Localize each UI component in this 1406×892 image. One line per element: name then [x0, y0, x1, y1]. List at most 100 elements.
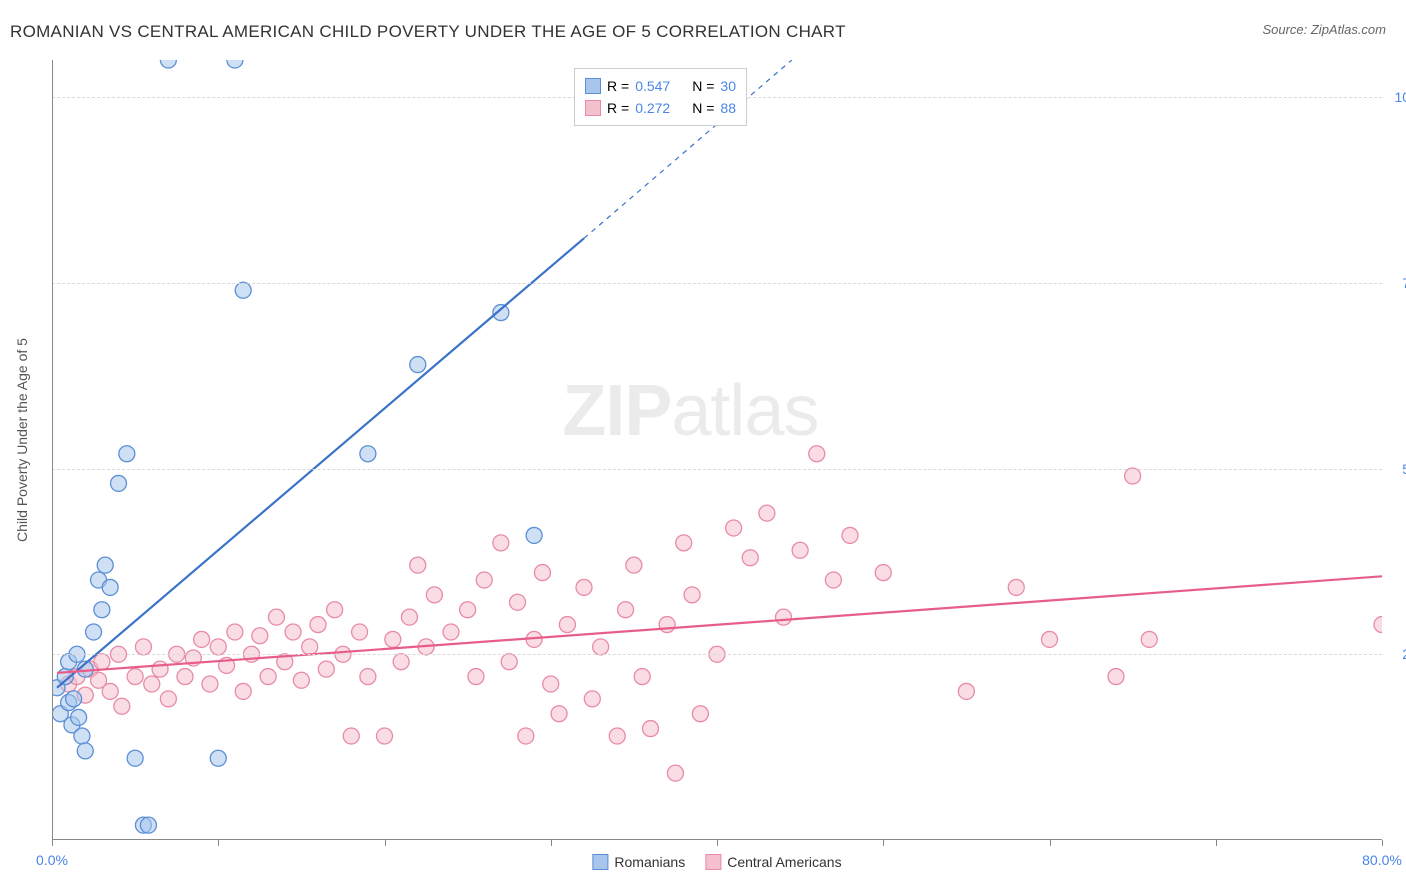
r-value-1: 0.272	[635, 100, 670, 116]
scatter-point	[393, 654, 409, 670]
y-tick-label: 25.0%	[1402, 646, 1406, 662]
x-tick-label: 80.0%	[1362, 852, 1402, 868]
scatter-point	[202, 676, 218, 692]
stats-row-1: R = 0.272 N = 88	[585, 97, 736, 119]
scatter-point	[310, 617, 326, 633]
scatter-point	[443, 624, 459, 640]
chart-svg	[52, 60, 1382, 840]
gridline-h	[52, 654, 1382, 655]
n-value-1: 88	[720, 100, 736, 116]
scatter-point	[692, 706, 708, 722]
stats-row-0: R = 0.547 N = 30	[585, 75, 736, 97]
scatter-point	[360, 669, 376, 685]
x-axis-line	[52, 839, 1382, 840]
n-value-0: 30	[720, 78, 736, 94]
scatter-point	[559, 617, 575, 633]
scatter-point	[302, 639, 318, 655]
r-value-0: 0.547	[635, 78, 670, 94]
scatter-point	[94, 654, 110, 670]
scatter-point	[210, 750, 226, 766]
scatter-point	[584, 691, 600, 707]
swatch-series-1	[585, 100, 601, 116]
scatter-point	[776, 609, 792, 625]
scatter-point	[468, 669, 484, 685]
r-label: R =	[607, 100, 629, 116]
scatter-point	[493, 535, 509, 551]
x-tick-mark	[1382, 840, 1383, 846]
scatter-point	[460, 602, 476, 618]
scatter-point	[111, 475, 127, 491]
x-tick-mark	[1050, 840, 1051, 846]
gridline-h	[52, 469, 1382, 470]
n-label: N =	[692, 78, 714, 94]
scatter-point	[1108, 669, 1124, 685]
source-attribution: Source: ZipAtlas.com	[1262, 22, 1386, 37]
y-tick-label: 75.0%	[1402, 275, 1406, 291]
x-tick-mark	[52, 840, 53, 846]
scatter-point	[676, 535, 692, 551]
scatter-point	[410, 557, 426, 573]
legend-item-1: Central Americans	[705, 854, 841, 870]
scatter-point	[235, 683, 251, 699]
scatter-point	[609, 728, 625, 744]
scatter-point	[742, 550, 758, 566]
y-axis-label: Child Poverty Under the Age of 5	[14, 338, 30, 542]
swatch-icon	[705, 854, 721, 870]
scatter-point	[809, 446, 825, 462]
scatter-point	[227, 60, 243, 68]
scatter-point	[618, 602, 634, 618]
scatter-point	[842, 527, 858, 543]
scatter-point	[410, 357, 426, 373]
scatter-point	[875, 565, 891, 581]
scatter-point	[543, 676, 559, 692]
scatter-point	[66, 691, 82, 707]
scatter-point	[643, 721, 659, 737]
scatter-point	[385, 631, 401, 647]
scatter-point	[958, 683, 974, 699]
scatter-point	[626, 557, 642, 573]
scatter-point	[825, 572, 841, 588]
legend-item-0: Romanians	[592, 854, 685, 870]
scatter-point	[534, 565, 550, 581]
scatter-point	[759, 505, 775, 521]
scatter-point	[102, 683, 118, 699]
scatter-point	[1374, 617, 1382, 633]
scatter-point	[227, 624, 243, 640]
scatter-point	[634, 669, 650, 685]
scatter-point	[792, 542, 808, 558]
scatter-point	[152, 661, 168, 677]
scatter-point	[210, 639, 226, 655]
scatter-point	[260, 669, 276, 685]
scatter-point	[1141, 631, 1157, 647]
scatter-point	[518, 728, 534, 744]
scatter-point	[268, 609, 284, 625]
scatter-point	[71, 709, 87, 725]
scatter-point	[327, 602, 343, 618]
scatter-point	[659, 617, 675, 633]
scatter-point	[135, 639, 151, 655]
x-tick-mark	[1216, 840, 1217, 846]
source-name: ZipAtlas.com	[1311, 22, 1386, 37]
x-tick-mark	[883, 840, 884, 846]
swatch-icon	[592, 854, 608, 870]
scatter-point	[77, 743, 93, 759]
x-tick-mark	[218, 840, 219, 846]
scatter-point	[352, 624, 368, 640]
scatter-point	[160, 60, 176, 68]
scatter-chart: ZIPatlas 25.0%50.0%75.0%100.0% 0.0%80.0%…	[52, 60, 1382, 840]
scatter-point	[1042, 631, 1058, 647]
chart-title: ROMANIAN VS CENTRAL AMERICAN CHILD POVER…	[10, 22, 846, 42]
scatter-point	[501, 654, 517, 670]
x-tick-label: 0.0%	[36, 852, 68, 868]
scatter-point	[177, 669, 193, 685]
scatter-point	[252, 628, 268, 644]
scatter-point	[551, 706, 567, 722]
scatter-point	[667, 765, 683, 781]
scatter-point	[144, 676, 160, 692]
x-tick-mark	[551, 840, 552, 846]
scatter-point	[140, 817, 156, 833]
source-label: Source:	[1262, 22, 1310, 37]
n-label: N =	[692, 100, 714, 116]
scatter-point	[593, 639, 609, 655]
y-axis-line	[52, 60, 53, 840]
